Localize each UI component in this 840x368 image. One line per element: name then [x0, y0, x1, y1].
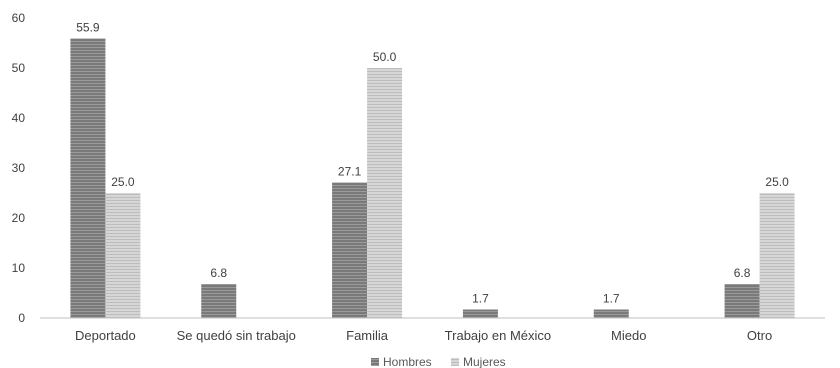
- y-tick-label: 0: [18, 311, 25, 325]
- data-label-mujeres-deportado: 25.0: [111, 175, 135, 189]
- data-label-hombres-familia: 27.1: [338, 165, 362, 179]
- legend-swatch-hombres: [371, 358, 379, 366]
- legend-label-hombres: Hombres: [383, 355, 432, 368]
- x-tick-label: Familia: [346, 328, 389, 343]
- data-label-hombres-otro: 6.8: [734, 266, 751, 280]
- bar-hombres-trabajo-en-mexico: [462, 309, 498, 318]
- bar-hombres-se-quedo-sin-trabajo: [201, 284, 237, 318]
- y-tick-label: 50: [12, 61, 26, 75]
- x-tick-label: Se quedó sin trabajo: [177, 328, 296, 343]
- bar-mujeres-otro: [759, 193, 795, 318]
- data-label-hombres-deportado: 55.9: [76, 21, 100, 35]
- x-tick-label: Deportado: [75, 328, 136, 343]
- legend-label-mujeres: Mujeres: [463, 355, 506, 368]
- x-tick-label: Trabajo en México: [445, 328, 551, 343]
- x-axis: Deportado Se quedó sin trabajo Familia Trab…: [75, 328, 772, 343]
- y-tick-label: 60: [12, 11, 26, 25]
- data-label-hombres-se-quedo-sin-trabajo: 6.8: [210, 266, 227, 280]
- bar-hombres-otro: [724, 284, 760, 318]
- bar-mujeres-familia: [367, 68, 403, 318]
- y-axis: 0 10 20 30 40 50 60: [12, 11, 26, 325]
- bar-hombres-familia: [332, 182, 368, 318]
- data-label-mujeres-familia: 50.0: [373, 50, 397, 64]
- x-tick-label: Miedo: [611, 328, 646, 343]
- data-label-mujeres-otro: 25.0: [765, 175, 789, 189]
- legend: Hombres Mujeres: [371, 355, 506, 368]
- bar-hombres-miedo: [593, 309, 629, 318]
- bar-mujeres-deportado: [105, 193, 141, 318]
- y-tick-label: 20: [12, 211, 26, 225]
- bar-hombres-deportado: [70, 38, 106, 318]
- x-tick-label: Otro: [747, 328, 772, 343]
- y-tick-label: 30: [12, 161, 26, 175]
- y-tick-label: 10: [12, 261, 26, 275]
- data-label-hombres-miedo: 1.7: [603, 292, 620, 306]
- data-labels-group: 55.9 25.0 6.8 27.1 50.0 1.7 1.7 6.8 25.0: [76, 21, 789, 306]
- y-tick-label: 40: [12, 111, 26, 125]
- data-label-hombres-trabajo-en-mexico: 1.7: [472, 292, 489, 306]
- bars-group: [70, 38, 795, 318]
- legend-swatch-mujeres: [451, 358, 459, 366]
